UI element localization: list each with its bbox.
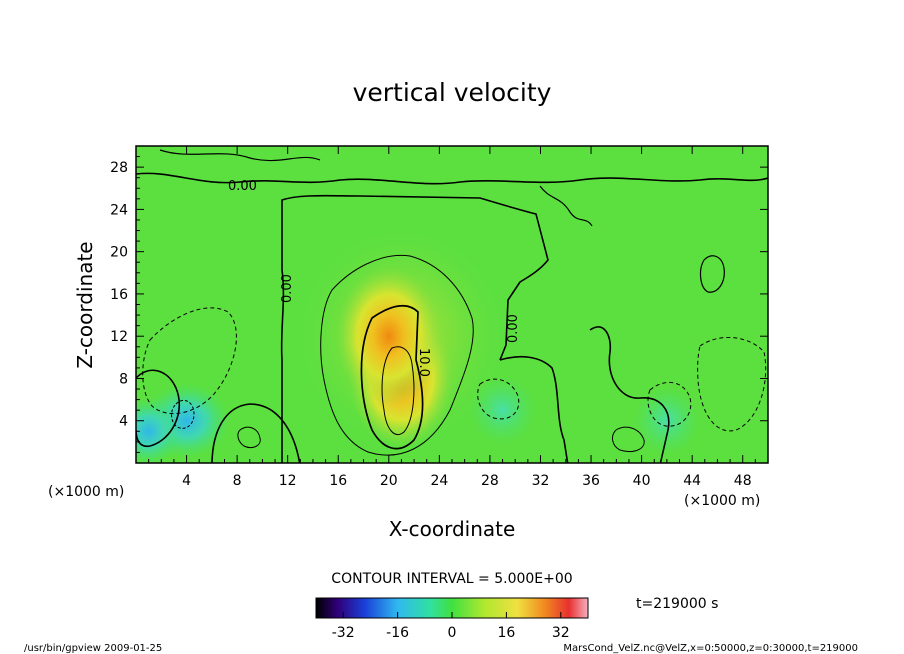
y-tick-label: 4 <box>119 414 128 430</box>
x-tick-label: 8 <box>233 473 242 489</box>
contour-pos-small-2 <box>237 426 261 449</box>
contour-zero-top <box>136 172 768 185</box>
y-tick-label: 20 <box>110 245 128 261</box>
colorbar-tick-label: -32 <box>332 625 355 641</box>
colorbar-tick-label: 32 <box>552 625 570 641</box>
x-tick-label: 36 <box>582 473 600 489</box>
x-tick-label: 28 <box>481 473 499 489</box>
x-unit-left: (×1000 m) <box>48 484 124 500</box>
contour-zero-mid <box>499 355 569 463</box>
y-axis: 4 8 12 16 20 24 28 <box>110 156 768 453</box>
y-axis-label: Z-coordinate <box>73 241 97 368</box>
x-unit-right: (×1000 m) <box>684 493 760 509</box>
contour-label-10: 10.0 <box>416 348 431 377</box>
x-tick-label: 12 <box>279 473 297 489</box>
y-tick-label: 12 <box>110 329 128 345</box>
contour-10-updraft <box>360 304 424 450</box>
x-tick-label: 24 <box>430 473 448 489</box>
contour-neg-dashed-right <box>647 382 692 427</box>
x-tick-label: 40 <box>633 473 651 489</box>
contour-zero-left <box>136 369 181 448</box>
footer-source: MarsCond_VelZ.nc@VelZ,x=0:50000,z=0:3000… <box>563 643 858 654</box>
footer-program: /usr/bin/gpview 2009-01-25 <box>24 643 162 654</box>
contour-neg-dashed-mid <box>477 378 520 420</box>
contour-label-zero-top: 0.00 <box>228 179 257 194</box>
updraft-blob-1 <box>336 266 442 406</box>
y-tick-label: 28 <box>110 160 128 176</box>
contour-pos-right <box>699 255 725 293</box>
contour-interval: CONTOUR INTERVAL = 5.000E+00 <box>331 571 572 587</box>
contour-neg-dashed-far <box>697 336 767 432</box>
time-label: t=219000 s <box>636 596 718 612</box>
y-tick-label: 16 <box>110 287 128 303</box>
downdraft-blob-4 <box>469 376 536 444</box>
x-axis-label: X-coordinate <box>389 517 516 541</box>
contour-wave-top <box>539 185 593 227</box>
plot-area: 0.00 0.00 0.00 10.0 <box>136 146 768 463</box>
colorbar-tick-label: 0 <box>448 625 457 641</box>
contour-pos-small-1 <box>612 426 645 453</box>
contour-wave-top-2 <box>159 149 321 162</box>
colorbar-ticks: -32 -16 0 16 32 <box>332 612 570 641</box>
contour-zero-left-2 <box>211 403 301 463</box>
contour-labels: 0.00 0.00 0.00 10.0 <box>228 179 521 377</box>
x-tick-label: 32 <box>532 473 550 489</box>
x-tick-label: 44 <box>683 473 701 489</box>
contour-neg-dashed-left <box>142 307 237 415</box>
x-tick-label: 48 <box>734 473 752 489</box>
colorbar-tick-label: 16 <box>497 625 515 641</box>
downdraft-blob-5 <box>634 386 700 455</box>
contour-lines <box>136 149 768 463</box>
contour-zero-right <box>589 326 670 463</box>
contour-15-updraft <box>381 346 415 435</box>
chart-title: vertical velocity <box>353 78 552 107</box>
x-tick-label: 16 <box>329 473 347 489</box>
velocity-field <box>136 230 700 463</box>
x-axis: 4 8 12 16 20 24 28 32 36 40 44 48 <box>148 146 756 489</box>
x-tick-label: 4 <box>182 473 191 489</box>
contour-zero-ceiling <box>280 194 549 463</box>
contour-5-updraft <box>320 254 474 456</box>
contour-label-zero-left: 0.00 <box>280 274 295 303</box>
x-tick-label: 20 <box>380 473 398 489</box>
y-tick-label: 24 <box>110 202 128 218</box>
contour-label-zero-mid: 0.00 <box>506 314 521 343</box>
contour-neg-core-left <box>171 399 195 429</box>
colorbar-tick-label: -16 <box>386 625 409 641</box>
y-tick-label: 8 <box>119 371 128 387</box>
